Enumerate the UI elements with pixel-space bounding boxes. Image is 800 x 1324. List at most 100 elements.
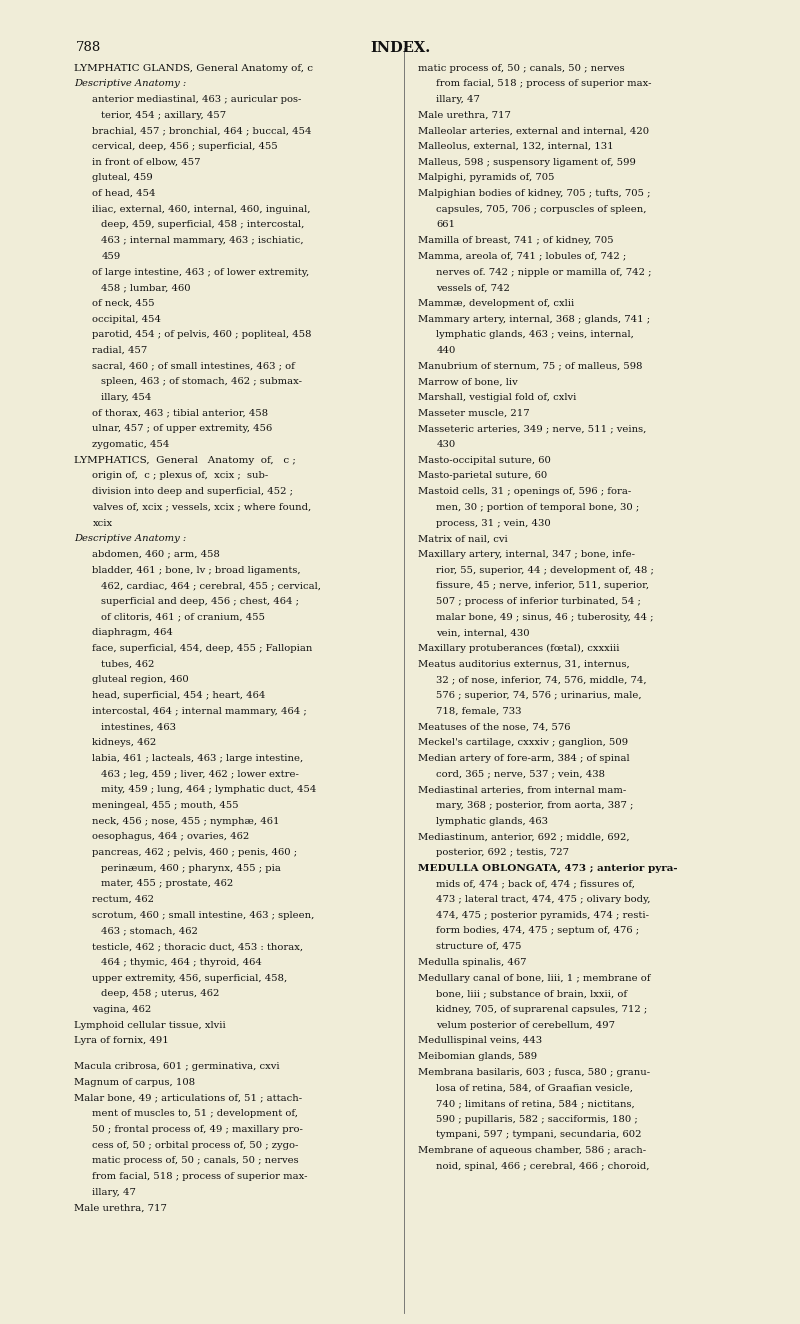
Text: 463 ; leg, 459 ; liver, 462 ; lower extre-: 463 ; leg, 459 ; liver, 462 ; lower extr…: [102, 769, 299, 779]
Text: lymphatic glands, 463 ; veins, internal,: lymphatic glands, 463 ; veins, internal,: [437, 330, 634, 339]
Text: of thorax, 463 ; tibial anterior, 458: of thorax, 463 ; tibial anterior, 458: [92, 409, 269, 417]
Text: in front of elbow, 457: in front of elbow, 457: [92, 158, 201, 167]
Text: 462, cardiac, 464 ; cerebral, 455 ; cervical,: 462, cardiac, 464 ; cerebral, 455 ; cerv…: [102, 581, 322, 591]
Text: Macula cribrosa, 601 ; germinativa, cxvi: Macula cribrosa, 601 ; germinativa, cxvi: [74, 1062, 280, 1071]
Text: anterior mediastinal, 463 ; auricular pos-: anterior mediastinal, 463 ; auricular po…: [92, 95, 302, 103]
Text: diaphragm, 464: diaphragm, 464: [92, 629, 174, 637]
Text: Medullispinal veins, 443: Medullispinal veins, 443: [418, 1037, 542, 1045]
Text: cervical, deep, 456 ; superficial, 455: cervical, deep, 456 ; superficial, 455: [92, 142, 278, 151]
Text: posterior, 692 ; testis, 727: posterior, 692 ; testis, 727: [437, 847, 570, 857]
Text: Maxillary artery, internal, 347 ; bone, infe-: Maxillary artery, internal, 347 ; bone, …: [418, 549, 635, 559]
Text: brachial, 457 ; bronchial, 464 ; buccal, 454: brachial, 457 ; bronchial, 464 ; buccal,…: [92, 126, 312, 135]
Text: 590 ; pupillaris, 582 ; sacciformis, 180 ;: 590 ; pupillaris, 582 ; sacciformis, 180…: [437, 1115, 638, 1124]
Text: bone, liii ; substance of brain, lxxii, of: bone, liii ; substance of brain, lxxii, …: [437, 989, 627, 998]
Text: illary, 454: illary, 454: [102, 393, 152, 402]
Text: 464 ; thymic, 464 ; thyroid, 464: 464 ; thymic, 464 ; thyroid, 464: [102, 957, 262, 967]
Text: Marshall, vestigial fold of, cxlvi: Marshall, vestigial fold of, cxlvi: [418, 393, 577, 402]
Text: 50 ; frontal process of, 49 ; maxillary pro-: 50 ; frontal process of, 49 ; maxillary …: [92, 1125, 303, 1133]
Text: cess of, 50 ; orbital process of, 50 ; zygo-: cess of, 50 ; orbital process of, 50 ; z…: [92, 1141, 298, 1149]
Text: kidney, 705, of suprarenal capsules, 712 ;: kidney, 705, of suprarenal capsules, 712…: [437, 1005, 648, 1014]
Text: of neck, 455: of neck, 455: [92, 299, 155, 308]
Text: Mammary artery, internal, 368 ; glands, 741 ;: Mammary artery, internal, 368 ; glands, …: [418, 315, 650, 323]
Text: Descriptive Anatomy :: Descriptive Anatomy :: [74, 534, 186, 543]
Text: pancreas, 462 ; pelvis, 460 ; penis, 460 ;: pancreas, 462 ; pelvis, 460 ; penis, 460…: [92, 847, 298, 857]
Text: rior, 55, superior, 44 ; development of, 48 ;: rior, 55, superior, 44 ; development of,…: [437, 565, 654, 575]
Text: Mamilla of breast, 741 ; of kidney, 705: Mamilla of breast, 741 ; of kidney, 705: [418, 236, 614, 245]
Text: fissure, 45 ; nerve, inferior, 511, superior,: fissure, 45 ; nerve, inferior, 511, supe…: [437, 581, 650, 591]
Text: labia, 461 ; lacteals, 463 ; large intestine,: labia, 461 ; lacteals, 463 ; large intes…: [92, 753, 304, 763]
Text: gluteal, 459: gluteal, 459: [92, 173, 153, 183]
Text: illary, 47: illary, 47: [92, 1188, 136, 1197]
Text: Meibomian glands, 589: Meibomian glands, 589: [418, 1053, 538, 1061]
Text: Male urethra, 717: Male urethra, 717: [74, 1204, 167, 1213]
Text: Magnum of carpus, 108: Magnum of carpus, 108: [74, 1078, 195, 1087]
Text: Membrana basilaris, 603 ; fusca, 580 ; granu-: Membrana basilaris, 603 ; fusca, 580 ; g…: [418, 1067, 650, 1076]
Text: origin of,  c ; plexus of,  xcix ;  sub-: origin of, c ; plexus of, xcix ; sub-: [92, 471, 269, 481]
Text: bladder, 461 ; bone, lv ; broad ligaments,: bladder, 461 ; bone, lv ; broad ligament…: [92, 565, 301, 575]
Text: Meckel's cartilage, cxxxiv ; ganglion, 509: Meckel's cartilage, cxxxiv ; ganglion, 5…: [418, 739, 629, 747]
Text: xcix: xcix: [92, 519, 113, 527]
Text: matic process of, 50 ; canals, 50 ; nerves: matic process of, 50 ; canals, 50 ; nerv…: [418, 64, 625, 73]
Text: abdomen, 460 ; arm, 458: abdomen, 460 ; arm, 458: [92, 549, 220, 559]
Text: kidneys, 462: kidneys, 462: [92, 739, 157, 747]
Text: losa of retina, 584, of Graafian vesicle,: losa of retina, 584, of Graafian vesicle…: [437, 1083, 634, 1092]
Text: LYMPHATICS,  General   Anatomy  of,   c ;: LYMPHATICS, General Anatomy of, c ;: [74, 455, 296, 465]
Text: Malar bone, 49 ; articulations of, 51 ; attach-: Malar bone, 49 ; articulations of, 51 ; …: [74, 1094, 302, 1103]
Text: Malleolar arteries, external and internal, 420: Malleolar arteries, external and interna…: [418, 126, 650, 135]
Text: velum posterior of cerebellum, 497: velum posterior of cerebellum, 497: [437, 1021, 615, 1030]
Text: mary, 368 ; posterior, from aorta, 387 ;: mary, 368 ; posterior, from aorta, 387 ;: [437, 801, 634, 810]
Text: lymphatic glands, 463: lymphatic glands, 463: [437, 817, 549, 826]
Text: Mamma, areola of, 741 ; lobules of, 742 ;: Mamma, areola of, 741 ; lobules of, 742 …: [418, 252, 626, 261]
Text: meningeal, 455 ; mouth, 455: meningeal, 455 ; mouth, 455: [92, 801, 239, 810]
Text: Mammæ, development of, cxlii: Mammæ, development of, cxlii: [418, 299, 574, 308]
Text: gluteal region, 460: gluteal region, 460: [92, 675, 189, 685]
Text: noid, spinal, 466 ; cerebral, 466 ; choroid,: noid, spinal, 466 ; cerebral, 466 ; chor…: [437, 1161, 650, 1170]
Text: 788: 788: [76, 41, 102, 54]
Text: ulnar, 457 ; of upper extremity, 456: ulnar, 457 ; of upper extremity, 456: [92, 425, 273, 433]
Text: intestines, 463: intestines, 463: [102, 723, 176, 731]
Text: Malleus, 598 ; suspensory ligament of, 599: Malleus, 598 ; suspensory ligament of, 5…: [418, 158, 636, 167]
Text: of large intestine, 463 ; of lower extremity,: of large intestine, 463 ; of lower extre…: [92, 267, 310, 277]
Text: spleen, 463 ; of stomach, 462 ; submax-: spleen, 463 ; of stomach, 462 ; submax-: [102, 377, 302, 387]
Text: vagina, 462: vagina, 462: [92, 1005, 152, 1014]
Text: MEDULLA OBLONGATA, 473 ; anterior pyra-: MEDULLA OBLONGATA, 473 ; anterior pyra-: [418, 863, 678, 873]
Text: Masto-parietal suture, 60: Masto-parietal suture, 60: [418, 471, 548, 481]
Text: of clitoris, 461 ; of cranium, 455: of clitoris, 461 ; of cranium, 455: [102, 613, 266, 622]
Text: scrotum, 460 ; small intestine, 463 ; spleen,: scrotum, 460 ; small intestine, 463 ; sp…: [92, 911, 314, 920]
Text: cord, 365 ; nerve, 537 ; vein, 438: cord, 365 ; nerve, 537 ; vein, 438: [437, 769, 606, 779]
Text: 430: 430: [437, 440, 456, 449]
Text: mater, 455 ; prostate, 462: mater, 455 ; prostate, 462: [102, 879, 234, 888]
Text: matic process of, 50 ; canals, 50 ; nerves: matic process of, 50 ; canals, 50 ; nerv…: [92, 1156, 299, 1165]
Text: head, superficial, 454 ; heart, 464: head, superficial, 454 ; heart, 464: [92, 691, 266, 700]
Text: occipital, 454: occipital, 454: [92, 315, 162, 323]
Text: structure of, 475: structure of, 475: [437, 943, 522, 951]
Text: 463 ; stomach, 462: 463 ; stomach, 462: [102, 927, 198, 936]
Text: upper extremity, 456, superficial, 458,: upper extremity, 456, superficial, 458,: [92, 973, 288, 982]
Text: malar bone, 49 ; sinus, 46 ; tuberosity, 44 ;: malar bone, 49 ; sinus, 46 ; tuberosity,…: [437, 613, 654, 622]
Text: Mastoid cells, 31 ; openings of, 596 ; fora-: Mastoid cells, 31 ; openings of, 596 ; f…: [418, 487, 632, 496]
Text: mity, 459 ; lung, 464 ; lymphatic duct, 454: mity, 459 ; lung, 464 ; lymphatic duct, …: [102, 785, 317, 794]
Text: Maxillary protuberances (fœtal), cxxxiii: Maxillary protuberances (fœtal), cxxxiii: [418, 643, 620, 653]
Text: men, 30 ; portion of temporal bone, 30 ;: men, 30 ; portion of temporal bone, 30 ;: [437, 503, 640, 512]
Text: valves of, xcix ; vessels, xcix ; where found,: valves of, xcix ; vessels, xcix ; where …: [92, 503, 312, 512]
Text: Male urethra, 717: Male urethra, 717: [418, 111, 511, 119]
Text: Membrane of aqueous chamber, 586 ; arach-: Membrane of aqueous chamber, 586 ; arach…: [418, 1147, 646, 1155]
Text: process, 31 ; vein, 430: process, 31 ; vein, 430: [437, 519, 551, 527]
Text: mids of, 474 ; back of, 474 ; fissures of,: mids of, 474 ; back of, 474 ; fissures o…: [437, 879, 635, 888]
Text: deep, 459, superficial, 458 ; intercostal,: deep, 459, superficial, 458 ; intercosta…: [102, 220, 305, 229]
Text: vein, internal, 430: vein, internal, 430: [437, 629, 530, 637]
Text: Malleolus, external, 132, internal, 131: Malleolus, external, 132, internal, 131: [418, 142, 614, 151]
Text: deep, 458 ; uterus, 462: deep, 458 ; uterus, 462: [102, 989, 220, 998]
Text: Meatuses of the nose, 74, 576: Meatuses of the nose, 74, 576: [418, 723, 571, 731]
Text: Masseter muscle, 217: Masseter muscle, 217: [418, 409, 530, 417]
Text: Manubrium of sternum, 75 ; of malleus, 598: Manubrium of sternum, 75 ; of malleus, 5…: [418, 361, 643, 371]
Text: 459: 459: [102, 252, 121, 261]
Text: Meatus auditorius externus, 31, internus,: Meatus auditorius externus, 31, internus…: [418, 659, 630, 669]
Text: 718, female, 733: 718, female, 733: [437, 707, 522, 716]
Text: superficial and deep, 456 ; chest, 464 ;: superficial and deep, 456 ; chest, 464 ;: [102, 597, 299, 606]
Text: 661: 661: [437, 220, 455, 229]
Text: Medulla spinalis, 467: Medulla spinalis, 467: [418, 957, 527, 967]
Text: INDEX.: INDEX.: [370, 41, 430, 56]
Text: Median artery of fore-arm, 384 ; of spinal: Median artery of fore-arm, 384 ; of spin…: [418, 753, 630, 763]
Text: Medullary canal of bone, liii, 1 ; membrane of: Medullary canal of bone, liii, 1 ; membr…: [418, 973, 651, 982]
